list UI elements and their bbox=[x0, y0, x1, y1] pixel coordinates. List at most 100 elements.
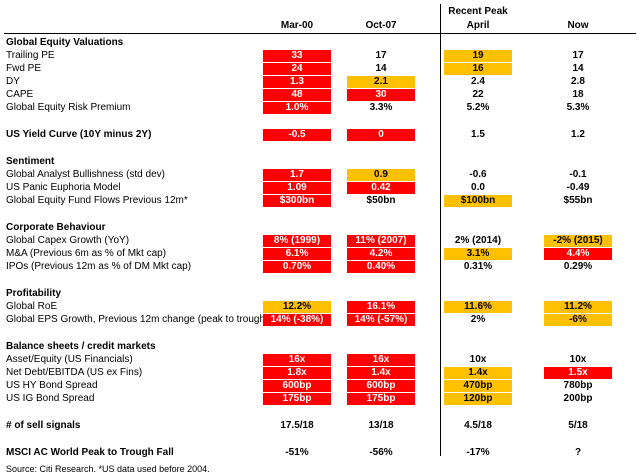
value-text: 14 bbox=[572, 63, 584, 74]
highlight-cell-yellow: -6% bbox=[544, 313, 612, 326]
value-cell: 0.70% bbox=[260, 260, 334, 273]
highlight-cell-red: 4.4% bbox=[544, 247, 612, 260]
table-row: Corporate Behaviour bbox=[0, 221, 640, 234]
row-label: US HY Bond Spread bbox=[6, 380, 98, 391]
value-cell: -0.1 bbox=[528, 169, 628, 180]
value-cell: 16 bbox=[428, 62, 528, 75]
row-label: Balance sheets / credit markets bbox=[6, 341, 156, 352]
table-row: DY 1.3 2.1 2.4 2.8 bbox=[0, 75, 640, 88]
value-cell: 600bp bbox=[334, 379, 428, 392]
highlight-cell-red: 1.3 bbox=[263, 75, 331, 88]
value-cell: 10x bbox=[528, 354, 628, 365]
row-label: Net Debt/EBITDA (US ex Fins) bbox=[6, 367, 143, 378]
row-label: M&A (Previous 6m as % of Mkt cap) bbox=[6, 248, 167, 259]
value-cell: 12.2% bbox=[260, 300, 334, 313]
table-header-row-columns: Mar-00 Oct-07 April Now bbox=[0, 18, 640, 32]
table-row: Asset/Equity (US Financials) 16x 16x 10x 10x bbox=[0, 353, 640, 366]
value-text: 1.2 bbox=[571, 129, 585, 140]
row-label: Corporate Behaviour bbox=[6, 222, 106, 233]
table-row: Fwd PE 24 14 16 14 bbox=[0, 62, 640, 75]
value-cell: 24 bbox=[260, 62, 334, 75]
highlight-cell-red: 14% (-57%) bbox=[347, 313, 415, 326]
row-label: Fwd PE bbox=[6, 63, 42, 74]
column-header: Oct-07 bbox=[365, 19, 397, 31]
value-cell: 1.3 bbox=[260, 75, 334, 88]
highlight-cell-red: 11% (2007) bbox=[347, 234, 415, 247]
highlight-cell-yellow: 16 bbox=[444, 62, 512, 75]
highlight-cell-red: $300bn bbox=[263, 194, 331, 207]
value-cell: 4.5/18 bbox=[428, 420, 528, 431]
value-text: 10x bbox=[569, 354, 587, 365]
highlight-cell-yellow: 1.4x bbox=[444, 366, 512, 379]
value-text: 2.4 bbox=[471, 76, 485, 87]
highlight-cell-yellow: 470bp bbox=[444, 379, 512, 392]
table-row: US Panic Euphoria Model 1.09 0.42 0.0 -0.49 bbox=[0, 181, 640, 194]
valuations-table: Recent Peak Mar-00 Oct-07 April Now Global Eq… bbox=[0, 4, 640, 459]
value-text: 5.2% bbox=[466, 102, 490, 113]
value-cell: 14 bbox=[528, 63, 628, 74]
value-cell: 1.5 bbox=[428, 129, 528, 140]
value-cell: 3.3% bbox=[334, 102, 428, 113]
value-cell: 5.3% bbox=[528, 102, 628, 113]
value-cell: -0.6 bbox=[428, 169, 528, 180]
value-cell: -0.5 bbox=[260, 128, 334, 141]
source-note: Source: Citi Research. *US data used bef… bbox=[6, 464, 210, 474]
table-row: Global EPS Growth, Previous 12m change (… bbox=[0, 313, 640, 326]
row-spacer bbox=[0, 141, 640, 155]
row-spacer bbox=[0, 405, 640, 419]
highlight-cell-red: 48 bbox=[263, 88, 331, 101]
row-label: US Panic Euphoria Model bbox=[6, 182, 121, 193]
value-cell: 2.8 bbox=[528, 76, 628, 87]
value-cell: 5.2% bbox=[428, 102, 528, 113]
value-cell: 2.4 bbox=[428, 76, 528, 87]
row-label: Global RoE bbox=[6, 301, 58, 312]
value-cell: 2% bbox=[428, 314, 528, 325]
value-text: 13/18 bbox=[368, 420, 394, 431]
table-row: Global Equity Valuations bbox=[0, 36, 640, 49]
value-cell: 175bp bbox=[260, 392, 334, 405]
value-cell: 0.9 bbox=[334, 168, 428, 181]
row-label: # of sell signals bbox=[6, 420, 81, 431]
row-label: Asset/Equity (US Financials) bbox=[6, 354, 133, 365]
value-text: -56% bbox=[369, 447, 393, 458]
value-cell: 22 bbox=[428, 89, 528, 100]
highlight-cell-red: 0 bbox=[347, 128, 415, 141]
value-cell: 14% (-38%) bbox=[260, 313, 334, 326]
value-cell: 5/18 bbox=[528, 420, 628, 431]
value-cell: 16x bbox=[260, 353, 334, 366]
value-text: 5.3% bbox=[566, 102, 590, 113]
header-rule bbox=[4, 33, 636, 34]
value-cell: 6.1% bbox=[260, 247, 334, 260]
table-row: CAPE 48 30 22 18 bbox=[0, 88, 640, 101]
row-label: Global Equity Valuations bbox=[6, 37, 124, 48]
highlight-cell-yellow: 19 bbox=[444, 49, 512, 62]
value-cell: 17 bbox=[334, 50, 428, 61]
value-cell: 16.1% bbox=[334, 300, 428, 313]
value-cell: ? bbox=[528, 447, 628, 458]
row-label: CAPE bbox=[6, 89, 34, 100]
highlight-cell-red: 600bp bbox=[263, 379, 331, 392]
value-text: 2% (2014) bbox=[454, 235, 502, 246]
column-header: April bbox=[466, 19, 490, 31]
value-text: 0.0 bbox=[471, 182, 485, 193]
highlight-cell-red: 1.7 bbox=[263, 168, 331, 181]
value-cell: 17 bbox=[528, 50, 628, 61]
value-text: 2.8 bbox=[571, 76, 585, 87]
value-text: 17 bbox=[572, 50, 584, 61]
highlight-cell-red: 1.4x bbox=[347, 366, 415, 379]
table-row: Profitability bbox=[0, 287, 640, 300]
highlight-cell-red: 0.70% bbox=[263, 260, 331, 273]
row-label: Sentiment bbox=[6, 156, 55, 167]
value-cell: 4.4% bbox=[528, 247, 628, 260]
table-row: M&A (Previous 6m as % of Mkt cap) 6.1% 4.2… bbox=[0, 247, 640, 260]
value-text: -17% bbox=[466, 447, 490, 458]
table-row: Trailing PE 33 17 19 17 bbox=[0, 49, 640, 62]
highlight-cell-red: 1.09 bbox=[263, 181, 331, 194]
value-cell: 18 bbox=[528, 89, 628, 100]
table-row: MSCI AC World Peak to Trough Fall -51% -56… bbox=[0, 446, 640, 459]
value-text: 0.29% bbox=[563, 261, 593, 272]
highlight-cell-yellow: 11.2% bbox=[544, 300, 612, 313]
value-cell: -51% bbox=[260, 447, 334, 458]
value-cell: 16x bbox=[334, 353, 428, 366]
value-cell: 1.4x bbox=[428, 366, 528, 379]
